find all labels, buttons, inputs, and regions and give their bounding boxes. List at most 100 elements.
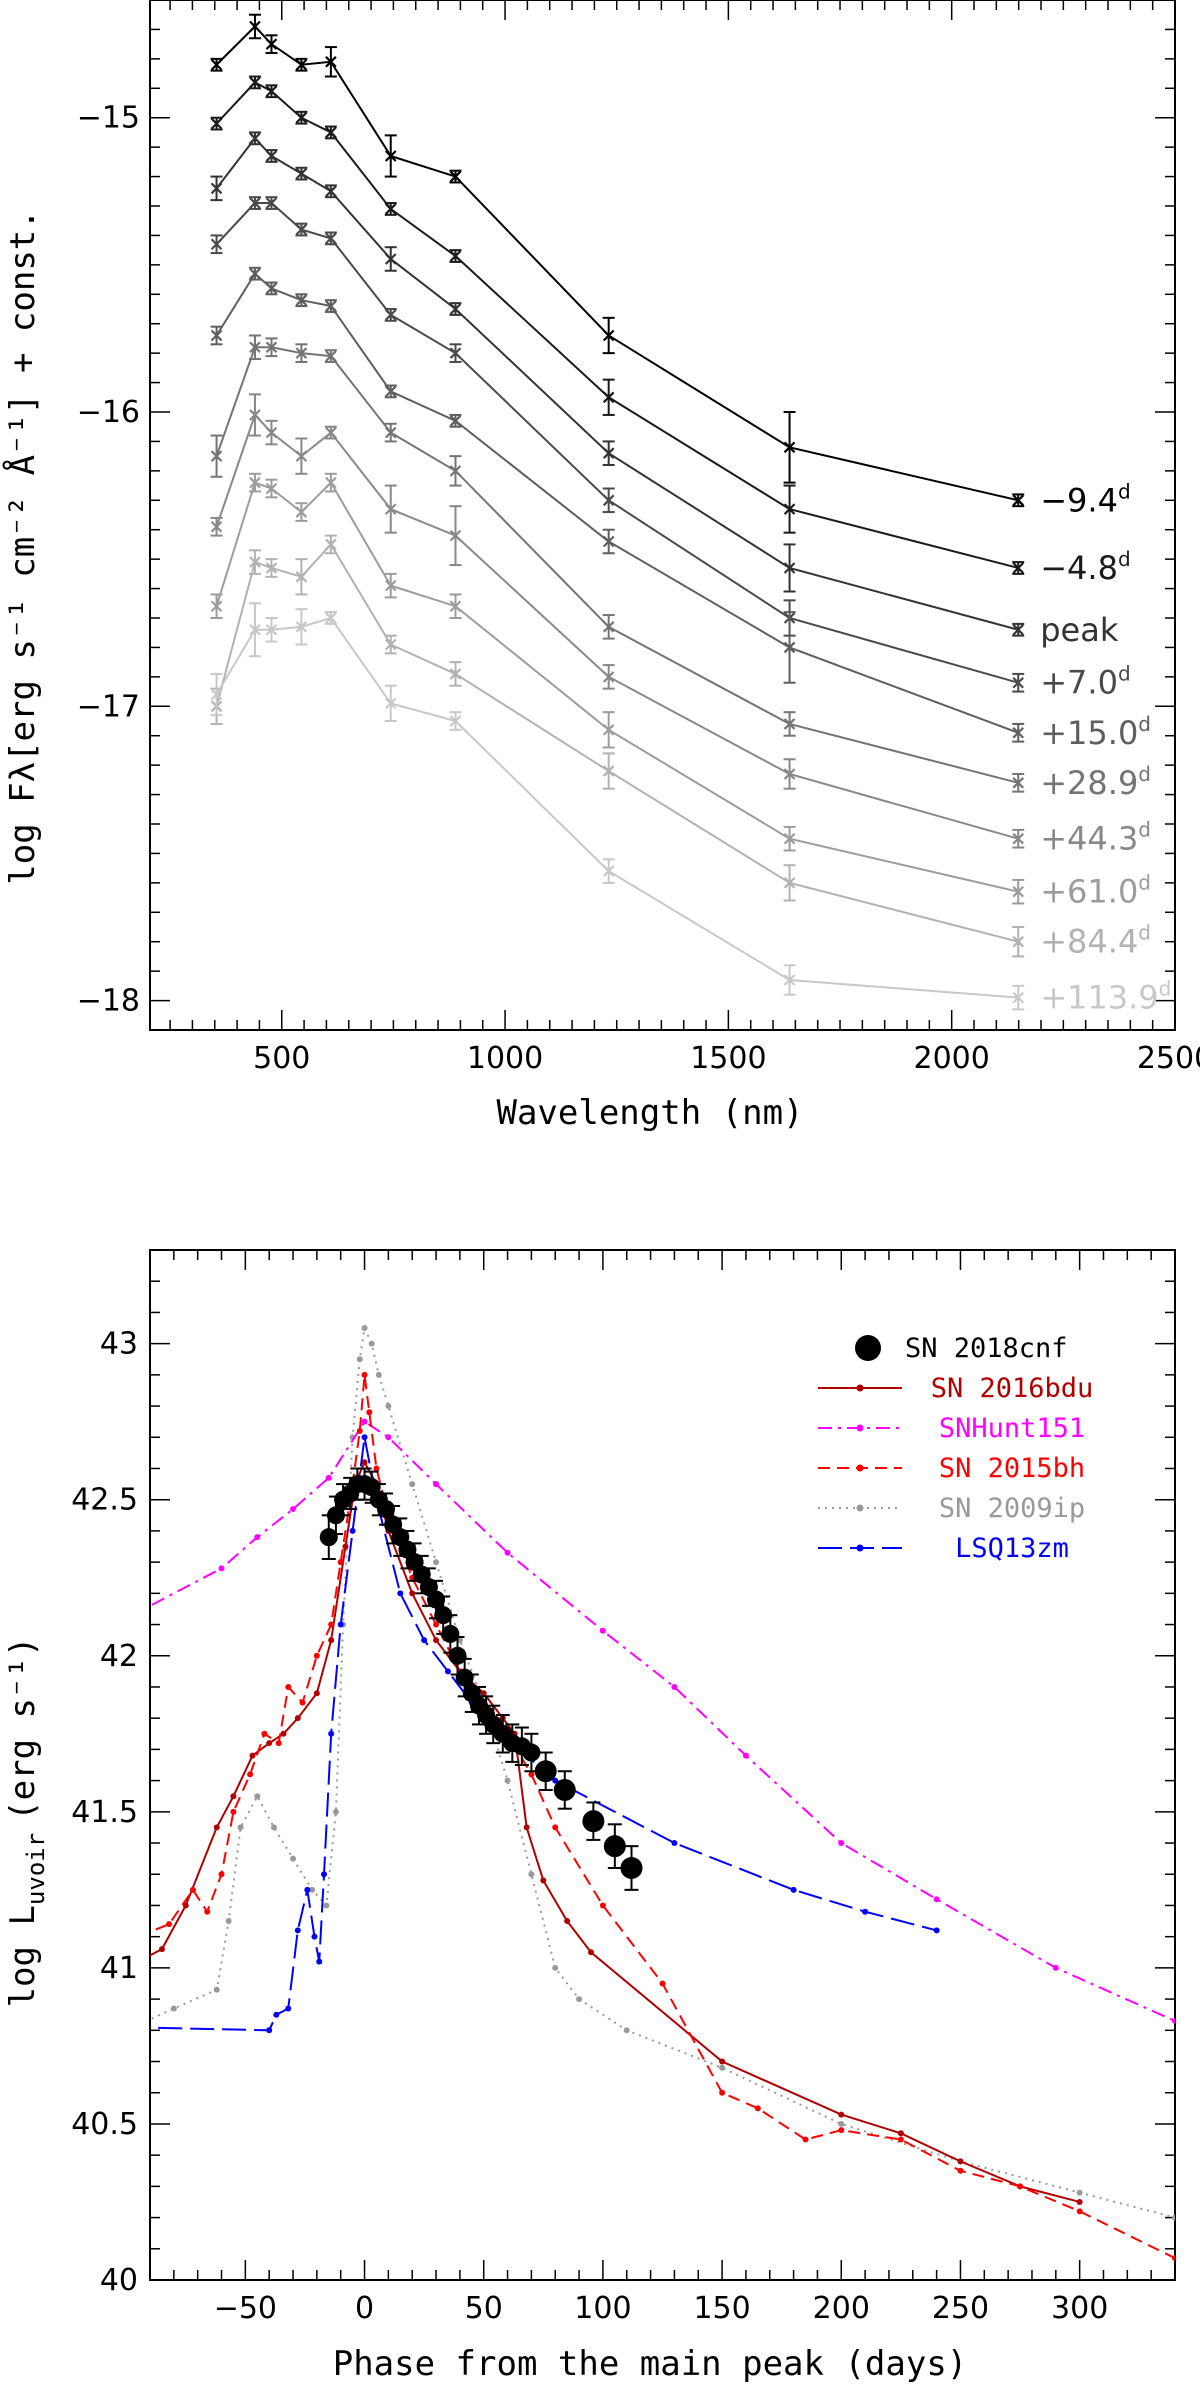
sed-point <box>384 309 397 321</box>
bottom-x-tick-label: 150 <box>693 2291 750 2326</box>
sed-point <box>210 520 223 533</box>
sed-point <box>384 426 397 439</box>
legend-label: SN 2009ip <box>939 1493 1085 1524</box>
sed-line <box>215 616 1019 999</box>
sed-point <box>449 415 462 427</box>
bottom-y-tick-label: 42.5 <box>71 1483 138 1518</box>
sn2018cnf-point <box>441 1624 460 1643</box>
sed-point <box>295 294 308 306</box>
light-curve-point <box>375 1371 382 1378</box>
bottom-y-tick-label: 40.5 <box>71 2107 138 2142</box>
light-curve-point <box>158 1946 165 1953</box>
sed-point <box>249 556 261 568</box>
light-curve-point <box>285 2005 292 2012</box>
light-curve-point <box>304 1886 311 1893</box>
sed-line <box>215 346 1019 784</box>
light-curve-point <box>433 1559 440 1566</box>
sed-point <box>783 768 796 780</box>
sed-point <box>295 58 308 71</box>
sed-point <box>783 718 796 730</box>
light-curve-point <box>385 1403 392 1410</box>
light-curve-point <box>349 1527 356 1534</box>
light-curve-point <box>261 1730 268 1737</box>
epoch-label: −4.8d <box>1040 547 1130 587</box>
sed-point <box>325 426 337 439</box>
sed-point <box>249 267 261 280</box>
light-curve-point <box>366 1409 373 1416</box>
bottom-x-tick-label: 200 <box>813 2291 870 2326</box>
light-curve-point <box>213 1986 220 1993</box>
light-curve-point <box>1172 2214 1175 2221</box>
light-curve-point <box>325 1474 332 1481</box>
sn2018cnf-point <box>427 1590 446 1609</box>
sn2018cnf-point <box>319 1528 338 1547</box>
sed-point <box>249 409 261 421</box>
legend: SN 2018cnf SN 2016bdu SNHunt151 SN 2015bh SN… <box>818 1333 1093 1564</box>
sed-point <box>210 182 223 195</box>
light-curve-point <box>599 1627 606 1634</box>
sed-point <box>1012 623 1025 636</box>
light-curve-point <box>409 1590 416 1597</box>
sed-point <box>265 150 278 162</box>
light-curve-point <box>225 1918 232 1925</box>
light-curve-point <box>599 1902 606 1909</box>
sed-point <box>265 426 278 439</box>
light-curve-point <box>342 1543 349 1550</box>
sed-point <box>783 562 796 574</box>
light-curve-point <box>623 2027 630 2034</box>
sn2018cnf-point <box>603 1835 626 1858</box>
light-curve-point <box>444 1668 451 1675</box>
light-curve-point <box>273 2011 280 2018</box>
sn2018cnf-point <box>434 1606 453 1625</box>
legend-label: LSQ13zm <box>955 1533 1069 1564</box>
light-curve-point <box>1172 2017 1175 2024</box>
light-curve-point <box>213 1824 220 1831</box>
light-curve-point <box>1076 2189 1083 2196</box>
sed-point <box>249 476 261 489</box>
light-curve-point <box>421 1637 428 1644</box>
sed-point <box>210 117 223 130</box>
legend-marker <box>856 1504 864 1512</box>
sed-point <box>1012 832 1025 845</box>
sed-point <box>1012 935 1025 948</box>
bottom-x-tick-label: 50 <box>465 2291 503 2326</box>
light-curve-point <box>266 1740 273 1747</box>
bottom-y-tick-label: 42 <box>100 1639 138 1674</box>
legend-marker <box>856 1464 864 1472</box>
sed-line <box>215 25 1019 502</box>
bottom-x-tick-label: 0 <box>355 2291 374 2326</box>
light-curve-point <box>309 1886 316 1893</box>
light-curve-point <box>719 2089 726 2096</box>
light-curve-point <box>328 1637 335 1644</box>
bottom-x-tick-label: −50 <box>214 2291 277 2326</box>
light-curve-point <box>373 1465 380 1472</box>
light-curve-point <box>280 1730 287 1737</box>
light-curve-point <box>528 1771 535 1778</box>
light-curve-point <box>123 2027 129 2033</box>
sed-point <box>210 600 223 613</box>
bottom-x-tick-label: 100 <box>574 2291 631 2326</box>
sed-point <box>449 529 462 542</box>
sed-point <box>1012 991 1025 1004</box>
light-curve-point <box>218 1871 225 1878</box>
legend-label: SN 2018cnf <box>905 1333 1068 1364</box>
light-curve-point <box>249 1752 256 1759</box>
top-plot-frame <box>149 0 1176 1031</box>
sed-point <box>295 347 308 359</box>
sed-point <box>249 623 261 636</box>
legend-label: SN 2016bdu <box>931 1373 1094 1404</box>
sed-point <box>210 450 223 462</box>
top-xlabel: Wavelength (nm) <box>496 1093 803 1133</box>
bottom-ylabel-sub: uvoir <box>22 1833 50 1905</box>
sn2018cnf-point <box>326 1506 345 1525</box>
light-curve-point <box>266 2027 273 2034</box>
sed-point <box>384 253 397 265</box>
light-curve-point <box>957 2167 964 2174</box>
sed-point <box>384 638 397 651</box>
light-curve-point <box>275 1740 282 1747</box>
sed-line <box>215 481 1019 893</box>
light-curve-point <box>166 1921 173 1928</box>
top-y-tick-label: −15 <box>77 101 140 136</box>
sed-point <box>210 58 223 71</box>
sed-point <box>384 385 397 398</box>
